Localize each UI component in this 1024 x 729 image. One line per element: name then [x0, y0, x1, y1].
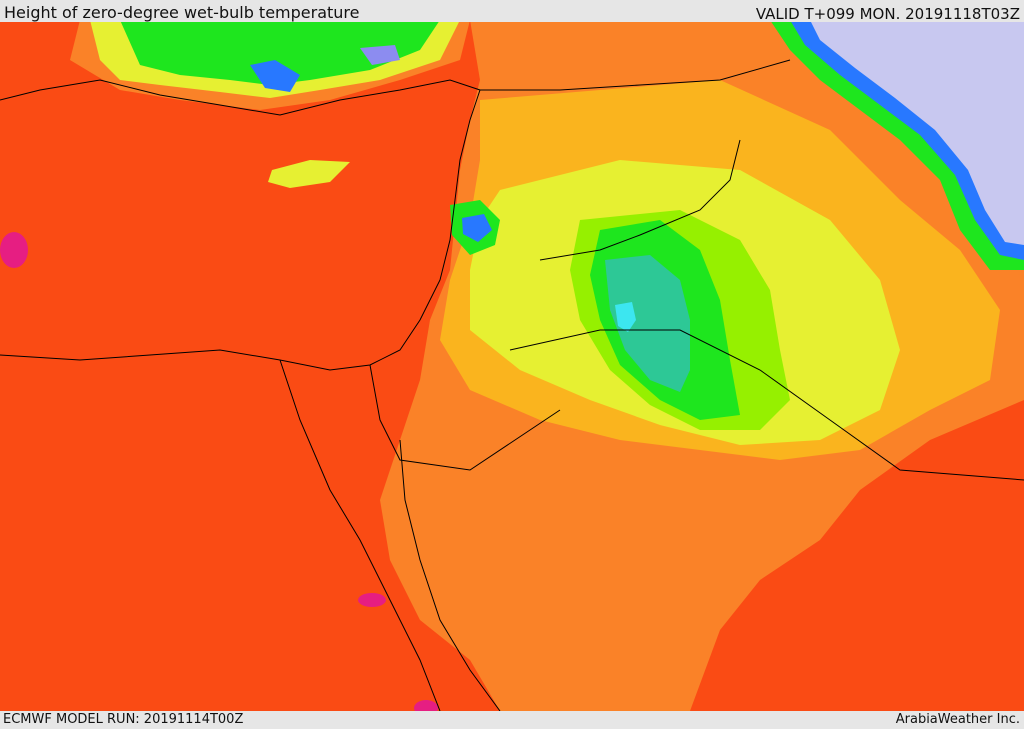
- map-canvas: [0, 20, 1024, 711]
- field-nw-green: [120, 20, 440, 85]
- coastline-red-sea: [279, 359, 441, 711]
- border-iraq-saudi: [509, 329, 1024, 481]
- field-magenta-spot-west: [0, 232, 28, 268]
- model-run-label: ECMWF MODEL RUN: 20191114T00Z: [3, 712, 244, 727]
- field-teal-core: [605, 255, 690, 392]
- border-sinai: [369, 364, 561, 471]
- field-nw-blue: [250, 60, 300, 92]
- border-syria-iraq: [480, 59, 791, 91]
- map-title: Height of zero-degree wet-bulb temperatu…: [4, 3, 360, 22]
- field-ne-lavender: [810, 20, 1024, 245]
- field-magenta-spot-sinai: [358, 593, 386, 607]
- field-cyprus-yellow: [268, 160, 350, 188]
- footer-bar: ECMWF MODEL RUN: 20191114T00Z ArabiaWeat…: [0, 711, 1024, 729]
- coastline-gulf-aqaba: [399, 439, 501, 711]
- coastline-levant: [0, 199, 456, 371]
- credit-label: ArabiaWeather Inc.: [895, 712, 1020, 727]
- field-cyan-speck: [615, 302, 636, 332]
- field-magenta-spot-south: [414, 700, 438, 711]
- field-nw-blue-2: [360, 45, 400, 65]
- header-bar: Height of zero-degree wet-bulb temperatu…: [0, 0, 1024, 23]
- coastline-anatolia: [0, 79, 481, 201]
- coastlines-and-borders: [0, 59, 1024, 711]
- border-jordan: [539, 139, 741, 261]
- field-lebanon-blue: [462, 214, 492, 242]
- valid-time: VALID T+099 MON. 20191118T03Z: [755, 5, 1020, 23]
- weather-map: [0, 20, 1024, 711]
